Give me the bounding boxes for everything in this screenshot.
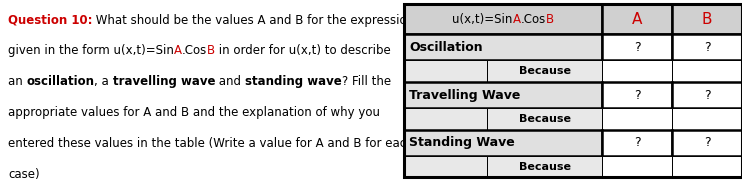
Text: Because: Because: [519, 162, 571, 172]
Text: ?: ?: [634, 41, 640, 54]
Text: .Cos: .Cos: [521, 12, 546, 26]
Text: A: A: [174, 44, 182, 58]
Text: .Cos: .Cos: [182, 44, 207, 58]
Text: in order for u(x,t) to describe: in order for u(x,t) to describe: [215, 44, 391, 58]
Text: case): case): [8, 168, 39, 181]
Text: an: an: [8, 75, 27, 88]
Text: B: B: [702, 12, 712, 27]
Bar: [603, 60, 672, 82]
Bar: [672, 82, 742, 108]
Bar: [404, 130, 603, 156]
Bar: [672, 4, 742, 34]
Text: B: B: [546, 12, 554, 26]
Text: B: B: [207, 44, 215, 58]
Text: ?: ?: [703, 41, 710, 54]
Bar: [603, 108, 672, 130]
Text: u(x,t)=Sin: u(x,t)=Sin: [452, 12, 513, 26]
Text: Because: Because: [519, 66, 571, 76]
Text: appropriate values for A and B and the explanation of why you: appropriate values for A and B and the e…: [8, 106, 380, 119]
Bar: [672, 60, 742, 82]
Text: entered these values in the table (Write a value for A and B for each: entered these values in the table (Write…: [8, 137, 413, 150]
Text: Travelling Wave: Travelling Wave: [409, 89, 520, 102]
Text: and: and: [215, 75, 245, 88]
Bar: [603, 156, 672, 177]
Bar: [672, 34, 742, 60]
Bar: [404, 156, 487, 177]
Bar: [603, 82, 672, 108]
Text: ? Fill the: ? Fill the: [342, 75, 391, 88]
Text: , a: , a: [94, 75, 113, 88]
Bar: [404, 108, 487, 130]
Text: given in the form u(x,t)=Sin: given in the form u(x,t)=Sin: [8, 44, 174, 58]
Text: A: A: [632, 12, 643, 27]
Text: ?: ?: [703, 136, 710, 149]
Text: Standing Wave: Standing Wave: [409, 136, 515, 149]
Text: What should be the values A and B for the expression: What should be the values A and B for th…: [93, 14, 415, 27]
Bar: [603, 34, 672, 60]
Bar: [404, 4, 603, 34]
Text: standing wave: standing wave: [245, 75, 342, 88]
Text: ?: ?: [703, 89, 710, 102]
Text: Question 10:: Question 10:: [8, 14, 93, 27]
Text: travelling wave: travelling wave: [113, 75, 215, 88]
Text: oscillation: oscillation: [27, 75, 94, 88]
Bar: [404, 4, 742, 177]
Bar: [603, 130, 672, 156]
Bar: [404, 60, 487, 82]
Text: ?: ?: [634, 136, 640, 149]
Bar: [404, 34, 603, 60]
Text: Because: Because: [519, 114, 571, 124]
Bar: [672, 130, 742, 156]
Bar: [404, 82, 603, 108]
Text: A: A: [513, 12, 521, 26]
Bar: [487, 156, 603, 177]
Bar: [487, 60, 603, 82]
Text: Oscillation: Oscillation: [409, 41, 483, 54]
Bar: [603, 4, 672, 34]
Bar: [672, 156, 742, 177]
Text: ?: ?: [634, 89, 640, 102]
Bar: [487, 108, 603, 130]
Bar: [672, 108, 742, 130]
